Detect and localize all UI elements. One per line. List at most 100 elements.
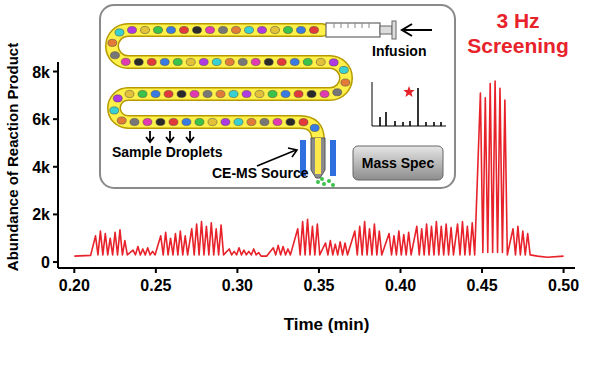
y-tick	[53, 166, 58, 168]
spectrum-peak	[394, 121, 396, 126]
y-tick-label: 2k	[32, 206, 50, 223]
spray-droplet	[331, 183, 335, 187]
droplet	[182, 118, 191, 125]
spectrum-peak	[433, 122, 435, 126]
droplet	[303, 58, 312, 65]
droplet	[316, 58, 325, 65]
x-tick-label: 0.20	[59, 277, 90, 294]
droplet	[247, 118, 256, 125]
x-tick	[155, 268, 157, 273]
droplet	[151, 90, 160, 97]
tubing-outline	[112, 30, 346, 140]
droplet	[147, 58, 156, 65]
droplets-label: Sample Droplets	[112, 144, 223, 160]
emitter	[311, 138, 325, 178]
electrode	[330, 140, 336, 176]
droplet	[310, 124, 319, 131]
spray-droplet	[327, 179, 331, 183]
syringe-mark	[341, 23, 342, 28]
y-tick-label: 8k	[32, 64, 50, 81]
x-axis-title: Time (min)	[284, 315, 370, 334]
spray-droplet	[322, 182, 326, 186]
x-tick	[481, 268, 483, 273]
chart: 02k4k6k8k0.200.250.300.350.400.450.50Tim…	[0, 0, 592, 368]
droplet	[108, 39, 117, 46]
x-tick-label: 0.25	[140, 277, 171, 294]
droplet	[264, 58, 273, 65]
droplet	[186, 58, 195, 65]
droplet	[258, 26, 267, 33]
droplet	[260, 118, 269, 125]
droplet	[277, 58, 286, 65]
x-tick	[73, 268, 75, 273]
spectrum-peak	[417, 88, 419, 126]
droplet	[156, 118, 165, 125]
droplet	[284, 26, 293, 33]
emitter-channel	[315, 138, 321, 174]
y-tick	[53, 118, 58, 120]
x-tick-label: 0.45	[466, 277, 497, 294]
y-tick-label: 6k	[32, 111, 50, 128]
droplet	[180, 26, 189, 33]
droplet	[164, 90, 173, 97]
droplet	[290, 58, 299, 65]
syringe-mark	[369, 23, 370, 28]
droplet	[251, 58, 260, 65]
droplet	[121, 58, 130, 65]
syringe-mark	[334, 23, 335, 28]
droplet	[177, 90, 186, 97]
syringe-mark	[355, 23, 356, 28]
x-tick-label: 0.30	[222, 277, 253, 294]
droplet	[339, 66, 348, 73]
droplet	[225, 58, 234, 65]
x-tick	[318, 268, 320, 273]
spectrum-peak	[402, 122, 404, 126]
droplet	[268, 90, 277, 97]
droplet-arrow	[146, 131, 154, 142]
x-tick	[236, 268, 238, 273]
annotation-line: Screening	[467, 34, 569, 57]
detector-label: Mass Spec	[362, 155, 435, 171]
y-tick	[53, 213, 58, 215]
droplet	[329, 59, 338, 66]
droplet	[219, 26, 228, 33]
droplet	[130, 118, 139, 125]
droplet	[221, 118, 230, 125]
droplet	[190, 90, 199, 97]
syringe-mark	[348, 23, 349, 28]
droplet	[110, 107, 119, 114]
y-tick-label: 4k	[32, 159, 50, 176]
droplet	[160, 58, 169, 65]
spectrum-peak	[440, 122, 442, 126]
droplet	[134, 58, 143, 65]
infusion-arrow	[402, 24, 432, 36]
droplet	[195, 118, 204, 125]
y-axis-title: Abundance of Reaction Product	[4, 43, 21, 271]
source-label: CE-MS Source	[212, 165, 309, 181]
droplet	[232, 26, 241, 33]
x-tick-label: 0.40	[385, 277, 416, 294]
droplet	[297, 26, 306, 33]
droplet	[212, 58, 221, 65]
droplet	[169, 118, 178, 125]
droplet	[128, 26, 137, 33]
source-arrow	[257, 148, 297, 166]
spectrum-peak	[409, 121, 411, 126]
droplet	[333, 89, 342, 96]
droplet-arrow	[166, 131, 174, 142]
inset-diagram: InfusionSample DropletsCE-MS SourceMass …	[100, 5, 455, 188]
annotation-line: 3 Hz	[496, 9, 539, 32]
droplet-arrow	[186, 131, 194, 142]
spectrum-peak	[379, 117, 381, 126]
droplet	[125, 90, 134, 97]
droplet	[299, 119, 308, 126]
syringe-thumb	[392, 21, 396, 39]
droplet	[242, 90, 251, 97]
droplet	[117, 117, 126, 124]
x-tick	[563, 268, 565, 273]
x-tick-label: 0.50	[548, 277, 579, 294]
spectrum-peak	[425, 122, 427, 126]
droplet	[113, 95, 122, 102]
x-tick	[399, 268, 401, 273]
droplet	[320, 90, 329, 97]
